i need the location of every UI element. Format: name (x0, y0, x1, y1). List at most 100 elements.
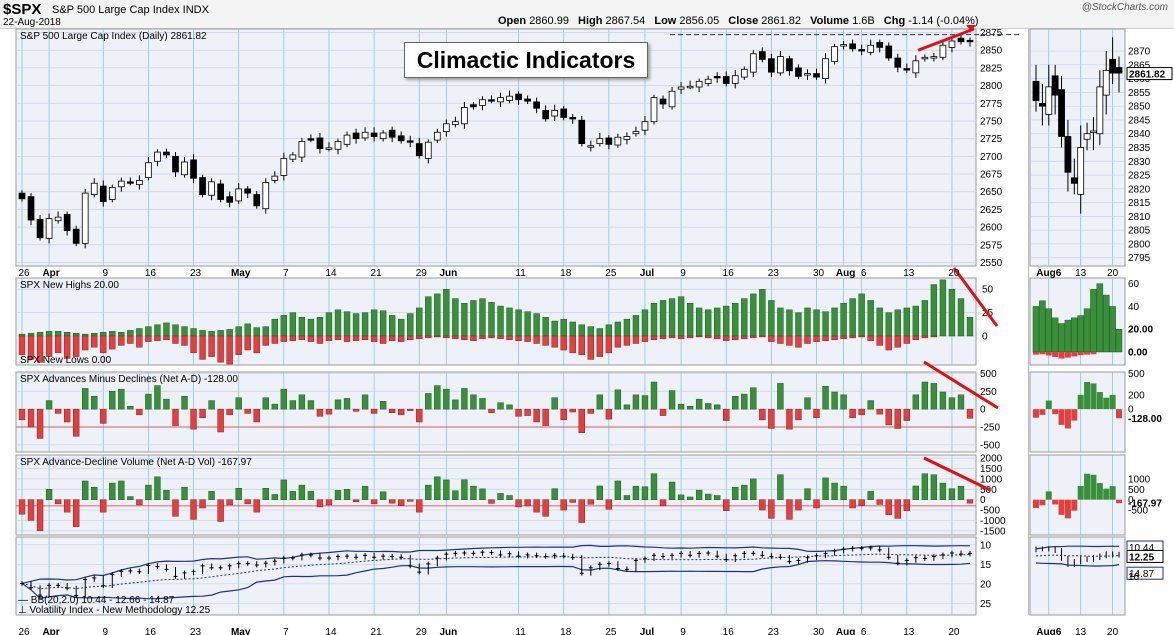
new-highs-bar (858, 293, 865, 337)
net-adv-bar (334, 490, 342, 500)
new-lows-bar (524, 335, 531, 342)
price-candle (117, 180, 125, 188)
price-candle (271, 175, 279, 181)
zoom-adv-tick-label: -500 (1128, 506, 1148, 517)
price-candle (524, 98, 531, 102)
net-ad-bar (244, 408, 251, 414)
x-axis-label: 9 (102, 627, 108, 635)
net-adv-bar (298, 484, 306, 500)
new-highs-bar (136, 328, 143, 337)
zoom-divider (1028, 29, 1029, 615)
zoom-net-ad-bar (1058, 409, 1065, 425)
price-candle (470, 104, 477, 108)
new-highs-bar (63, 332, 71, 337)
new-lows-bar (560, 335, 567, 351)
new-lows-bar (470, 335, 477, 341)
ad-tick-label: 0 (980, 405, 986, 416)
net-adv-bar (596, 485, 604, 500)
new-highs-bar (72, 332, 80, 337)
net-adv-bar (63, 499, 71, 513)
net-ad-bar (172, 408, 179, 426)
new-lows-bar (452, 335, 459, 340)
price-candle (695, 80, 703, 88)
net-ad-bar (641, 395, 649, 410)
new-lows-bar (379, 335, 387, 344)
ad-trendline (923, 360, 999, 410)
price-candle (163, 151, 170, 156)
net-ad-bar (470, 394, 477, 410)
new-highs-bar (677, 296, 685, 337)
net-adv-bar (813, 499, 820, 509)
price-candle (443, 123, 450, 132)
symbol-name: S&P 500 Large Cap Index INDX (52, 4, 209, 16)
net-ad-bar (461, 388, 468, 410)
price-candle (686, 85, 694, 89)
new-lows-bar (36, 335, 44, 363)
new-lows-bar (352, 335, 360, 341)
zoom-new-highs-bar (1064, 319, 1072, 353)
net-ad-bar (479, 398, 486, 410)
price-candle (713, 76, 721, 79)
net-ad-bar (235, 397, 242, 410)
net-adv-bar (416, 499, 423, 513)
zoom-new-highs-bar (1083, 308, 1091, 353)
net-ad-bar (443, 388, 450, 410)
new-lows-bar (506, 335, 513, 340)
new-highs-bar (686, 303, 694, 337)
price-candle (804, 73, 811, 76)
price-candle (18, 192, 26, 200)
zoom-new-lows-bar (1084, 352, 1091, 355)
net-adv-bar (27, 499, 35, 521)
x-axis-label: 23 (190, 268, 202, 279)
zoom-net-adv-bar (1103, 488, 1110, 500)
new-highs-bar (587, 326, 594, 337)
net-ad-bar (677, 403, 685, 410)
zoom-price-tick-label: 2820 (1128, 184, 1151, 195)
net-ad-bar (768, 408, 775, 429)
new-highs-bar (831, 307, 838, 337)
adv-trendline (923, 456, 991, 492)
net-ad-bar (596, 394, 604, 410)
new-lows-bar (768, 335, 775, 342)
price-candle (63, 213, 71, 232)
zoom-net-adv-bar (1058, 499, 1065, 515)
price-tick-label: 2675 (980, 170, 1003, 181)
zoom-panel-vix-bg (1029, 536, 1126, 616)
price-candle (894, 57, 902, 68)
zoom-new-lows-bar (1045, 352, 1052, 356)
new-lows-bar (515, 335, 522, 341)
price-candle (957, 37, 965, 43)
zoom-adv-tick-label: 1000 (1128, 474, 1151, 485)
price-candle (72, 228, 80, 244)
new-lows-bar (759, 335, 766, 338)
net-adv-bar (605, 499, 613, 510)
net-adv-bar (668, 481, 676, 500)
new-highs-bar (578, 324, 585, 337)
price-candle (27, 196, 35, 221)
net-ad-bar (217, 408, 224, 433)
new-lows-bar (804, 335, 811, 344)
net-ad-bar (578, 408, 585, 433)
price-tick-label: 2775 (980, 99, 1003, 110)
price-candle (786, 58, 793, 72)
new-lows-bar (795, 335, 802, 348)
net-adv-bar (226, 499, 233, 506)
new-lows-bar (921, 335, 929, 339)
new-highs-bar (885, 312, 892, 337)
new-lows-bar (289, 335, 297, 341)
price-candle (127, 181, 134, 184)
net-ad-bar (858, 408, 865, 416)
price-candle (352, 132, 360, 140)
new-highs-bar (262, 326, 269, 337)
net-adv-bar (190, 499, 197, 520)
zoom-new-lows-bar (1052, 352, 1059, 357)
price-candle (867, 44, 875, 53)
price-candle (831, 46, 838, 62)
net-ad-bar (100, 408, 107, 424)
new-lows-bar (813, 335, 820, 342)
new-highs-bar (370, 309, 378, 337)
new-highs-bar (470, 300, 477, 337)
net-adv-bar (578, 499, 585, 523)
high-value: 2867.54 (605, 15, 646, 27)
new-highs-bar (524, 311, 531, 337)
